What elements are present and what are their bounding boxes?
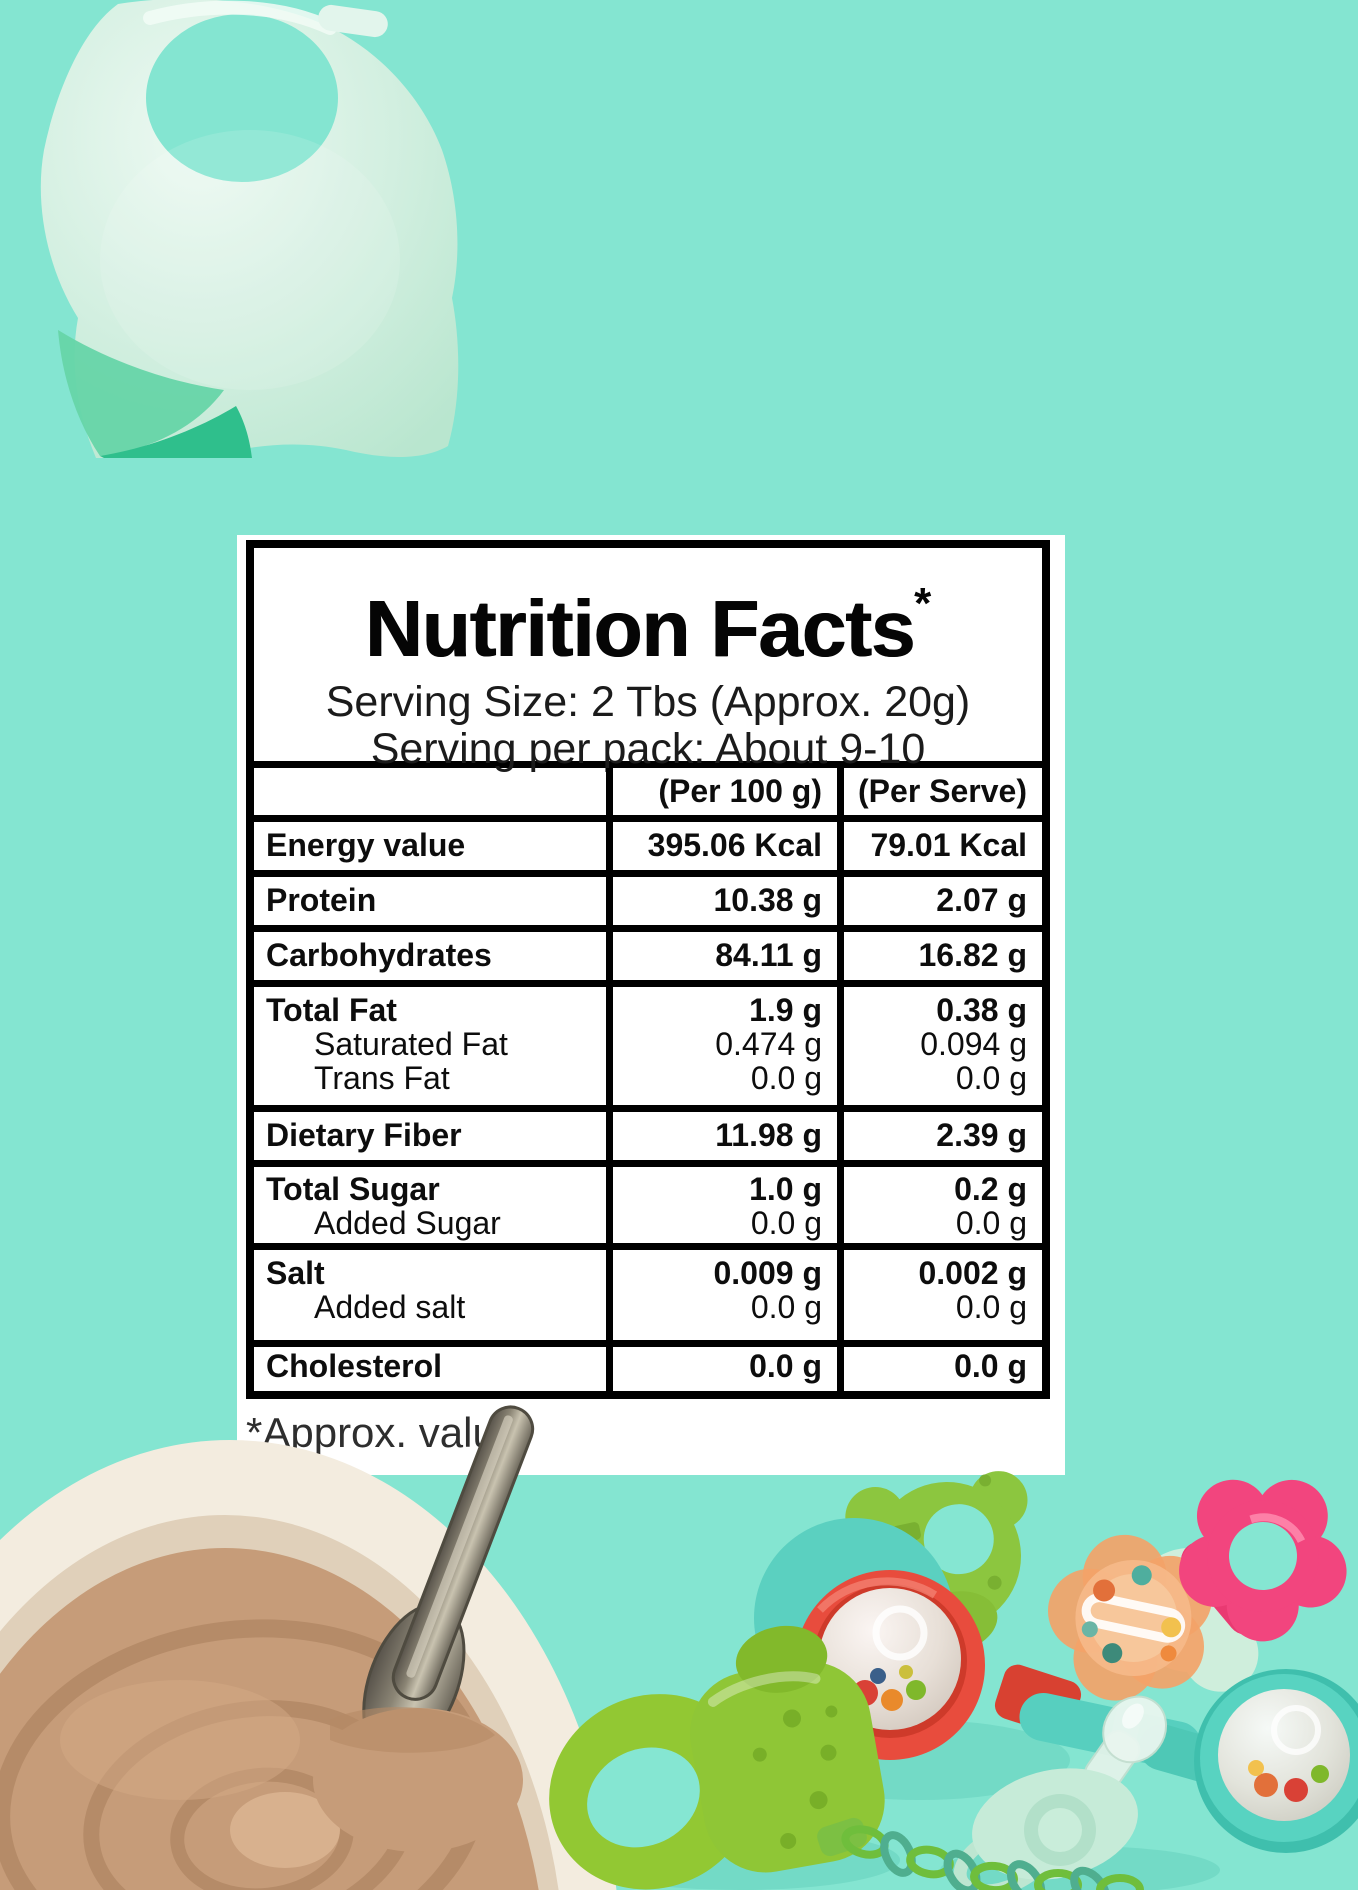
table-row-carbohydrates: Carbohydrates 84.11 g 16.82 g [254, 932, 1042, 987]
pacifier-chain [817, 1817, 1144, 1890]
row-value-per-serve: 0.094 g [920, 1026, 1027, 1062]
porridge-bowl-photo [0, 1405, 617, 1890]
table-row-energy: Energy value 395.06 Kcal 79.01 Kcal [254, 822, 1042, 877]
row-value-per-100g: 0.0 g [750, 1060, 822, 1096]
table-row-total-fat-group: Total Fat Saturated Fat Trans Fat 1.9 g … [254, 987, 1042, 1112]
row-value-per-100g: 0.474 g [715, 1026, 822, 1062]
row-sublabel: Added salt [314, 1289, 466, 1325]
table-row-salt-group: Salt Added salt 0.009 g 0.0 g 0.002 g 0.… [254, 1250, 1042, 1347]
row-label: Total Fat [266, 992, 397, 1028]
row-value-per-100g: 11.98 g [606, 1112, 837, 1160]
table-header-row: (Per 100 g) (Per Serve) [254, 768, 1042, 822]
row-value-per-serve: 79.01 Kcal [837, 822, 1042, 870]
row-value-per-serve: 2.07 g [837, 877, 1042, 925]
row-sublabel: Added Sugar [314, 1205, 501, 1241]
row-value-per-serve: 0.002 g [918, 1255, 1027, 1291]
row-value-per-100g: 0.0 g [750, 1289, 822, 1325]
table-row-cholesterol: Cholesterol 0.0 g 0.0 g [254, 1347, 1042, 1391]
servings-per-pack-line: Serving per pack: About 9-10 [370, 725, 926, 773]
row-value-per-serve: 0.38 g [936, 992, 1027, 1028]
row-value-per-serve: 16.82 g [837, 932, 1042, 980]
row-value-per-serve: 0.0 g [955, 1289, 1027, 1325]
row-value-per-100g: 0.009 g [713, 1255, 822, 1291]
row-sublabel: Saturated Fat [314, 1026, 508, 1062]
row-value-per-100g: 0.0 g [606, 1347, 837, 1391]
row-value-per-100g: 1.9 g [749, 992, 822, 1028]
table-row-sugar-group: Total Sugar Added Sugar 1.0 g 0.0 g 0.2 … [254, 1167, 1042, 1250]
row-value-per-serve: 0.0 g [955, 1060, 1027, 1096]
row-value-per-serve: 0.0 g [955, 1205, 1027, 1241]
row-label: Cholesterol [266, 1348, 443, 1384]
column-header-blank [254, 768, 606, 815]
row-sublabel: Trans Fat [314, 1060, 450, 1096]
serving-size-line: Serving Size: 2 Tbs (Approx. 20g) [325, 678, 971, 726]
group-labels: Total Fat Saturated Fat Trans Fat [254, 987, 606, 1105]
nutrition-table: Nutrition Facts* Serving Size: 2 Tbs (Ap… [246, 540, 1050, 1399]
column-header-per-serve: (Per Serve) [837, 768, 1042, 815]
row-value-per-100g: 0.0 g [750, 1205, 822, 1241]
row-label: Carbohydrates [266, 937, 492, 973]
nutrition-title-text: Nutrition Facts [364, 584, 915, 673]
row-label: Total Sugar [266, 1171, 440, 1207]
group-values-per-serve: 0.002 g 0.0 g [837, 1250, 1042, 1340]
nutrition-title-section: Nutrition Facts* Serving Size: 2 Tbs (Ap… [254, 548, 1042, 773]
group-values-per-100g: 1.0 g 0.0 g [606, 1167, 837, 1243]
column-header-per-100g: (Per 100 g) [606, 768, 837, 815]
group-values-per-100g: 1.9 g 0.474 g 0.0 g [606, 987, 837, 1105]
teal-rattle [1194, 1669, 1358, 1853]
table-row-dietary-fiber: Dietary Fiber 11.98 g 2.39 g [254, 1112, 1042, 1167]
row-value-per-100g: 1.0 g [749, 1171, 822, 1207]
row-value-per-100g: 84.11 g [606, 932, 837, 980]
row-label: Protein [266, 882, 377, 918]
green-handle-teether [549, 1625, 885, 1890]
pink-flower-teether [1179, 1479, 1347, 1642]
table-row-protein: Protein 10.38 g 2.07 g [254, 877, 1042, 932]
row-value-per-100g: 395.06 Kcal [606, 822, 837, 870]
group-values-per-serve: 0.38 g 0.094 g 0.0 g [837, 987, 1042, 1105]
baby-bib-photo [40, 0, 459, 458]
row-label: Dietary Fiber [266, 1117, 462, 1153]
baby-toys-photo [549, 1471, 1358, 1890]
group-values-per-100g: 0.009 g 0.0 g [606, 1250, 837, 1340]
title-asterisk: * [914, 579, 932, 628]
row-value-per-serve: 0.0 g [837, 1347, 1042, 1391]
group-values-per-serve: 0.2 g 0.0 g [837, 1167, 1042, 1243]
row-label: Energy value [266, 827, 466, 863]
nutrition-title: Nutrition Facts* [254, 560, 1042, 673]
row-value-per-100g: 10.38 g [606, 877, 837, 925]
group-labels: Total Sugar Added Sugar [254, 1167, 606, 1243]
pacifier [953, 1695, 1167, 1890]
group-labels: Salt Added salt [254, 1250, 606, 1340]
row-value-per-serve: 0.2 g [954, 1171, 1027, 1207]
nutrition-label-card: Nutrition Facts* Serving Size: 2 Tbs (Ap… [237, 535, 1065, 1475]
row-value-per-serve: 2.39 g [837, 1112, 1042, 1160]
row-label: Salt [266, 1255, 325, 1291]
